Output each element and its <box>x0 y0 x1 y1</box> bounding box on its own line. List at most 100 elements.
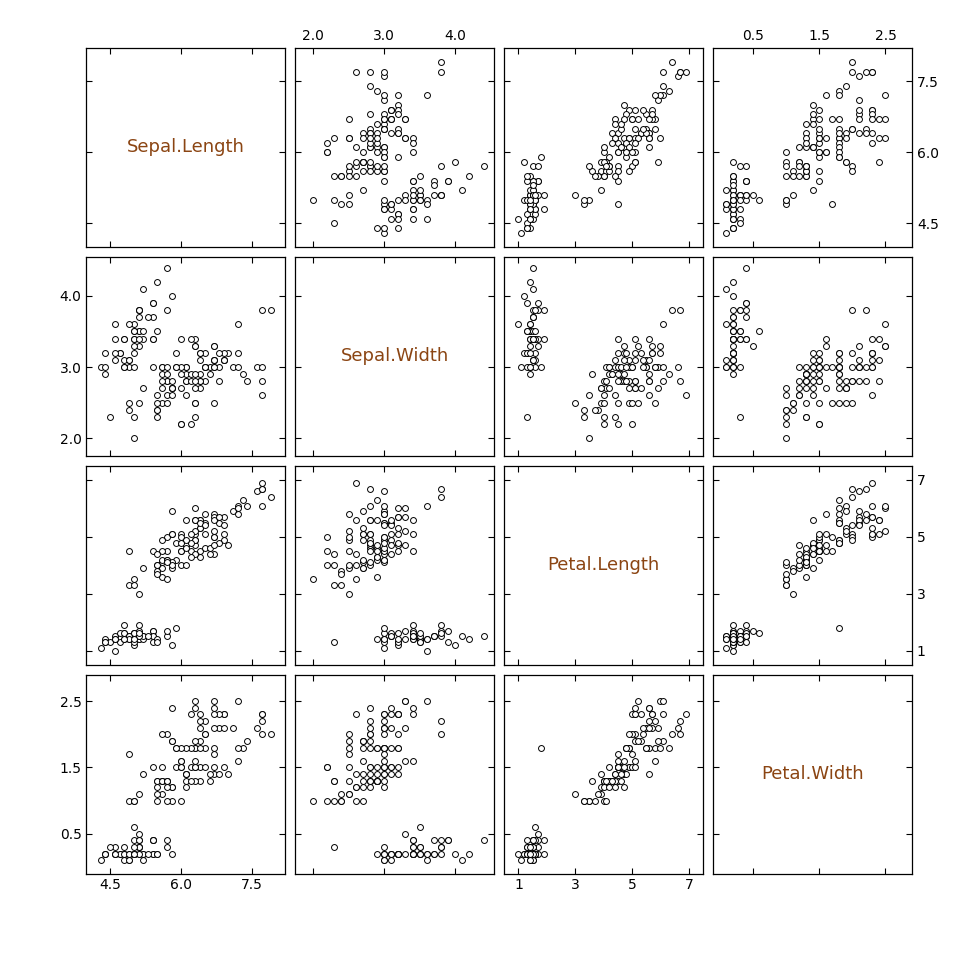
Point <box>511 846 526 861</box>
Point <box>362 780 377 795</box>
Point <box>187 546 203 562</box>
Point <box>792 388 807 403</box>
Point <box>673 64 688 80</box>
Point <box>192 759 207 775</box>
Point <box>599 793 614 808</box>
Point <box>362 535 377 550</box>
Point <box>341 111 356 127</box>
Point <box>537 331 552 347</box>
Point <box>725 352 740 368</box>
Point <box>320 759 335 775</box>
Point <box>616 131 632 146</box>
Point <box>725 626 740 641</box>
Point <box>725 288 740 303</box>
Point <box>831 535 847 550</box>
Point <box>164 637 180 653</box>
Point <box>528 346 543 361</box>
Point <box>370 126 385 141</box>
Point <box>362 555 377 570</box>
Point <box>525 839 540 854</box>
Point <box>98 632 113 647</box>
Point <box>391 637 406 653</box>
Point <box>804 367 820 382</box>
Point <box>725 220 740 235</box>
Point <box>187 512 203 527</box>
Point <box>112 846 128 861</box>
Point <box>647 359 662 374</box>
Point <box>174 759 189 775</box>
Point <box>725 324 740 339</box>
Point <box>376 192 392 207</box>
Point <box>865 331 880 347</box>
Point <box>334 793 349 808</box>
Point <box>362 766 377 781</box>
Point <box>159 839 175 854</box>
Point <box>397 509 413 524</box>
Point <box>779 154 794 169</box>
Point <box>624 417 639 432</box>
Point <box>661 83 677 98</box>
Point <box>155 773 170 788</box>
Point <box>725 632 740 647</box>
Point <box>206 759 222 775</box>
Point <box>522 187 538 203</box>
Point <box>164 504 180 519</box>
Point <box>121 632 136 647</box>
Point <box>362 526 377 541</box>
Point <box>169 552 184 567</box>
Point <box>779 402 794 418</box>
Point <box>131 629 146 644</box>
Point <box>804 388 820 403</box>
Point <box>155 759 170 775</box>
Point <box>599 163 614 179</box>
Point <box>641 131 657 146</box>
Point <box>738 173 754 188</box>
Point <box>121 793 136 808</box>
Point <box>362 740 377 756</box>
Point <box>865 359 880 374</box>
Point <box>164 555 180 570</box>
Point <box>420 693 435 708</box>
Point <box>334 168 349 183</box>
Point <box>121 852 136 868</box>
Point <box>226 359 241 374</box>
Point <box>613 140 629 156</box>
Point <box>602 149 617 164</box>
Point <box>792 546 807 562</box>
Point <box>877 501 893 516</box>
Point <box>334 564 349 579</box>
Point <box>804 381 820 396</box>
Point <box>391 97 406 112</box>
Point <box>838 131 853 146</box>
Point <box>476 158 492 174</box>
Point <box>405 512 420 527</box>
Point <box>636 121 651 136</box>
Point <box>376 64 392 80</box>
Point <box>725 346 740 361</box>
Point <box>370 773 385 788</box>
Point <box>384 102 399 117</box>
Point <box>804 538 820 553</box>
Point <box>858 359 874 374</box>
Point <box>397 720 413 735</box>
Point <box>426 629 442 644</box>
Point <box>254 302 270 318</box>
Point <box>412 839 427 854</box>
Point <box>798 558 813 573</box>
Point <box>599 154 614 169</box>
Point <box>522 192 538 207</box>
Point <box>370 131 385 146</box>
Point <box>865 520 880 536</box>
Point <box>384 102 399 117</box>
Point <box>798 131 813 146</box>
Point <box>528 352 543 368</box>
Point <box>831 515 847 530</box>
Point <box>804 561 820 576</box>
Point <box>135 846 151 861</box>
Point <box>126 846 141 861</box>
Point <box>613 759 629 775</box>
Point <box>811 126 827 141</box>
Point <box>811 131 827 146</box>
Point <box>611 126 626 141</box>
Point <box>522 839 538 854</box>
